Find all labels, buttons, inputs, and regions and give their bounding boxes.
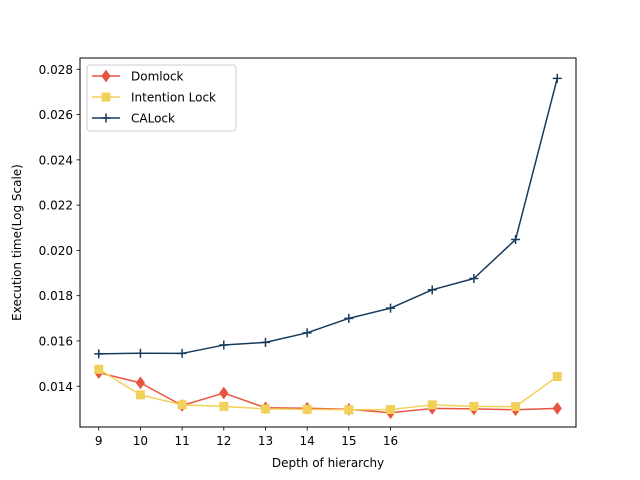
legend: Domlock Intention Lock CALock <box>86 64 237 132</box>
calock-legend-label: CALock <box>131 112 175 126</box>
y-tick-label: 0.016 <box>39 334 73 348</box>
y-tick-label: 0.024 <box>39 153 73 167</box>
x-tick-label: 12 <box>216 434 231 448</box>
y-tick-label: 0.026 <box>39 108 73 122</box>
calock-data-point <box>552 73 562 83</box>
domlock-data-point <box>219 386 229 400</box>
intention-lock-data-point <box>302 404 312 414</box>
x-tick-label: 9 <box>95 434 103 448</box>
intention-lock-data-point <box>427 400 437 410</box>
intention-lock-data-point <box>260 404 270 414</box>
domlock-series-line <box>98 371 558 414</box>
x-tick-label: 14 <box>300 434 315 448</box>
y-tick-label: 0.020 <box>39 244 73 258</box>
calock-data-point <box>302 328 312 338</box>
plot-frame <box>79 57 577 428</box>
calock-data-point <box>427 285 437 295</box>
x-axis-ticks: 9 10 11 12 13 14 15 16 <box>95 427 398 448</box>
y-tick-label: 0.018 <box>39 289 73 303</box>
calock-data-point <box>135 348 145 358</box>
y-tick-label: 0.028 <box>39 63 73 77</box>
calock-legend-marker <box>101 113 111 123</box>
domlock-data-point <box>135 376 146 390</box>
intention-lock-legend-marker <box>101 92 111 102</box>
intention-lock-data-point <box>94 364 104 374</box>
domlock-legend-label: Domlock <box>131 70 184 84</box>
x-tick-label: 11 <box>174 434 189 448</box>
domlock-legend-marker <box>101 69 111 83</box>
calock-series-line <box>98 78 558 355</box>
calock-data-point <box>511 235 521 245</box>
legend-box <box>86 64 237 132</box>
y-axis-label: Execution time(Log Scale) <box>10 164 24 321</box>
calock-data-point <box>386 303 396 313</box>
intention-lock-data-point <box>135 390 145 400</box>
y-tick-label: 0.014 <box>39 380 73 394</box>
x-tick-label: 13 <box>258 434 273 448</box>
y-tick-label: 0.022 <box>39 199 73 213</box>
plot-content <box>94 73 562 420</box>
x-axis-label: Depth of hierarchy <box>272 456 384 470</box>
calock-data-point <box>94 349 104 359</box>
calock-data-point <box>344 313 354 323</box>
x-tick-label: 15 <box>341 434 356 448</box>
intention-lock-data-point <box>219 401 229 411</box>
calock-data-point <box>177 348 187 358</box>
intention-lock-data-point <box>177 400 187 410</box>
intention-lock-series-line <box>98 368 558 411</box>
intention-lock-data-point <box>344 405 354 415</box>
y-axis-ticks: 0.014 0.016 0.018 0.020 0.022 0.024 0.026 0.028 <box>39 63 80 394</box>
calock-data-point <box>219 340 229 350</box>
intention-lock-data-point <box>469 401 479 411</box>
intention-lock-legend-label: Intention Lock <box>131 91 216 105</box>
intention-lock-data-point <box>386 405 396 415</box>
calock-data-point <box>260 337 270 347</box>
calock-data-point <box>469 273 479 283</box>
x-tick-label: 16 <box>383 434 398 448</box>
x-tick-label: 10 <box>133 434 148 448</box>
domlock-data-point <box>552 402 562 415</box>
intention-lock-data-point <box>552 372 562 382</box>
intention-lock-data-point <box>511 402 521 412</box>
